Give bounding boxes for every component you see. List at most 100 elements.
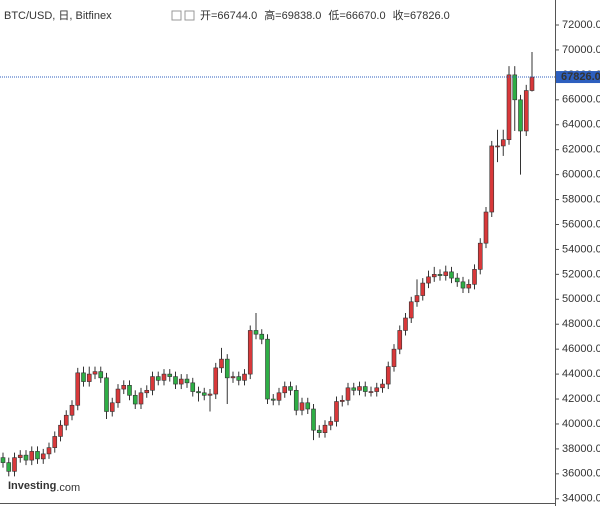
candle-body	[288, 386, 293, 391]
y-tick-label: 46000.0	[562, 343, 600, 355]
y-tick-label: 38000.0	[562, 443, 600, 455]
candle-body	[35, 451, 40, 460]
y-tick-label: 58000.0	[562, 193, 600, 205]
candle-body	[529, 76, 535, 91]
candle-body	[247, 330, 253, 375]
candle-body	[121, 385, 127, 390]
candle-body	[460, 281, 466, 289]
y-tick-label: 40000.0	[562, 418, 600, 430]
candle-body	[472, 269, 477, 285]
last-price-box	[556, 71, 600, 84]
candle-body	[236, 376, 242, 381]
candle-body	[104, 377, 109, 412]
candle-body	[523, 90, 529, 132]
candle-body	[420, 282, 426, 296]
candle-body	[518, 99, 523, 132]
candle-body	[495, 145, 500, 148]
candle-body	[334, 401, 339, 422]
candle-body	[431, 274, 437, 278]
candle-body	[52, 436, 58, 448]
candle-body	[483, 211, 489, 244]
candle-body	[69, 404, 75, 416]
y-tick-label: 52000.0	[562, 268, 600, 280]
candle-body	[86, 373, 92, 382]
y-tick-label: 50000.0	[562, 293, 600, 305]
candle-body	[489, 145, 495, 213]
candle-body	[454, 277, 460, 283]
candle-body	[477, 242, 483, 270]
quote-value: 低=66670.0	[328, 9, 385, 22]
candle-body	[138, 392, 144, 405]
y-tick-label: 48000.0	[562, 318, 600, 330]
candle-body	[150, 376, 155, 391]
candle-body	[242, 373, 247, 381]
quote: 开=66744.0 高=69838.0 低=66670.0 收=67826.0	[200, 8, 450, 22]
candle-body	[408, 301, 414, 319]
last-price-label: 67826.0	[561, 71, 600, 83]
candle-body	[6, 462, 12, 472]
candle-body	[178, 378, 184, 385]
candle-body	[357, 386, 362, 391]
watermark-text: .com	[56, 482, 80, 494]
candle-body	[449, 271, 454, 279]
candle-body	[328, 421, 334, 426]
candle-body	[362, 386, 368, 392]
quote-value: 收=67826.0	[393, 8, 450, 22]
candle-body	[23, 454, 29, 461]
candle-body	[207, 393, 213, 396]
candle-body	[184, 378, 190, 384]
settings-icon[interactable]	[184, 10, 195, 21]
candle-body	[127, 385, 132, 396]
candle-body	[339, 399, 345, 402]
candle-body	[299, 402, 305, 411]
candle-body	[437, 274, 443, 276]
candle-body	[380, 383, 385, 389]
candle-body	[58, 424, 63, 437]
watermark: Investing .com	[8, 480, 80, 494]
candle-body	[144, 390, 150, 394]
y-tick-label: 62000.0	[562, 144, 600, 156]
candle-body	[276, 392, 282, 401]
candle-body	[305, 402, 311, 410]
y-tick-label: 64000.0	[562, 119, 600, 131]
candle-body	[81, 372, 86, 382]
candle-body	[92, 371, 98, 375]
candle-body	[316, 429, 322, 433]
watermark-text: Investing	[8, 480, 56, 492]
quote-value: 高=69838.0	[264, 8, 321, 22]
candle-body	[500, 139, 506, 147]
candle-body	[374, 387, 380, 392]
candle-body	[46, 447, 52, 455]
candle-body	[190, 382, 196, 392]
candle-body	[0, 457, 6, 463]
candle-body	[259, 333, 265, 340]
candle-body	[282, 386, 288, 394]
candle-body	[201, 392, 207, 396]
y-tick-label: 60000.0	[562, 169, 600, 181]
candle-body	[443, 271, 449, 276]
candle-body	[391, 348, 397, 367]
settings-icon[interactable]	[171, 10, 182, 21]
y-tick-label: 42000.0	[562, 393, 600, 405]
quote-value: 开=66744.0	[200, 10, 257, 22]
candle-body	[293, 390, 299, 411]
candle-body	[265, 338, 270, 400]
candle-body	[270, 398, 276, 401]
candle-body	[161, 373, 167, 381]
y-tick-label: 54000.0	[562, 243, 600, 255]
candle-body	[109, 402, 115, 412]
candle-body	[196, 391, 201, 394]
y-tick-label: 70000.0	[562, 44, 600, 56]
candle-body	[17, 454, 23, 458]
candle-body	[385, 366, 391, 385]
candle-body	[63, 414, 69, 426]
candle-body	[230, 376, 236, 379]
candle-body	[466, 284, 472, 289]
y-tick-label: 72000.0	[562, 19, 600, 31]
candle-body	[224, 358, 230, 379]
candle-body	[506, 74, 512, 141]
candle-body	[213, 367, 219, 395]
